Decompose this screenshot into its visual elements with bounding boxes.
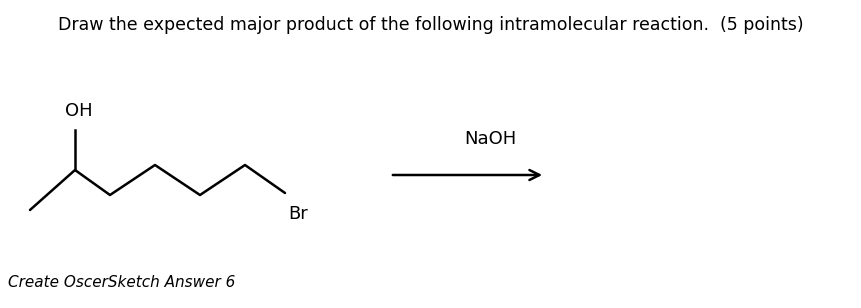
Text: Draw the expected major product of the following intramolecular reaction.  (5 po: Draw the expected major product of the f… — [59, 16, 802, 34]
Text: Br: Br — [288, 205, 307, 223]
Text: Create OscerSketch Answer 6: Create OscerSketch Answer 6 — [8, 275, 235, 290]
Text: NaOH: NaOH — [463, 130, 516, 148]
Text: OH: OH — [65, 102, 92, 120]
